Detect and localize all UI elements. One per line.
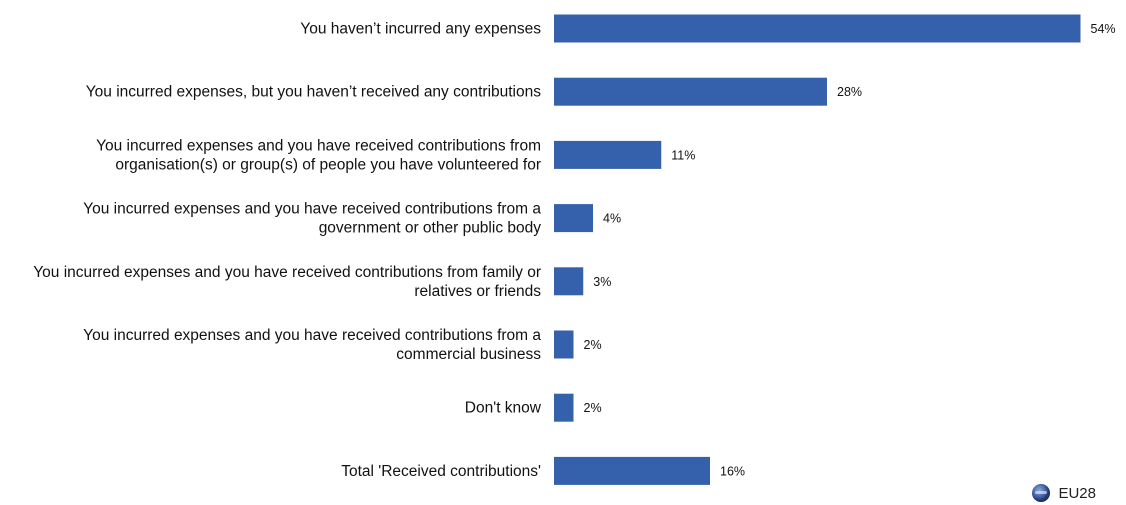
category-label-line: You incurred expenses and you have recei… <box>33 264 541 281</box>
data-label: 11% <box>671 148 695 162</box>
bar <box>554 14 1081 43</box>
data-label: 54% <box>1091 22 1116 36</box>
category-label: You incurred expenses and you have recei… <box>33 264 541 300</box>
bar <box>554 140 662 169</box>
bar <box>554 456 710 485</box>
data-label: 2% <box>584 401 602 415</box>
category-label: You haven’t incurred any expenses <box>300 21 541 38</box>
category-label-line: organisation(s) or group(s) of people yo… <box>115 156 541 173</box>
category-label-line: Don't know <box>465 400 542 417</box>
category-label: You incurred expenses and you have recei… <box>83 327 541 363</box>
bar <box>554 77 827 106</box>
category-label-line: You incurred expenses and you have recei… <box>83 201 541 218</box>
category-label-line: You haven’t incurred any expenses <box>300 21 541 38</box>
category-label-line: Total 'Received contributions' <box>341 463 541 480</box>
category-label-line: commercial business <box>396 346 541 363</box>
bar <box>554 393 574 422</box>
category-label: You incurred expenses and you have recei… <box>83 201 541 237</box>
category-label: You incurred expenses, but you haven’t r… <box>86 84 541 101</box>
bar <box>554 330 574 359</box>
data-label: 2% <box>584 338 602 352</box>
category-label-line: government or other public body <box>319 220 542 237</box>
legend: EU28 <box>1032 481 1096 505</box>
legend-label: EU28 <box>1058 484 1096 502</box>
category-label-line: You incurred expenses and you have recei… <box>96 137 541 154</box>
data-label: 28% <box>837 85 862 99</box>
category-label-line: You incurred expenses and you have recei… <box>83 327 541 344</box>
data-label: 3% <box>593 275 611 289</box>
bar <box>554 204 593 233</box>
category-label-line: relatives or friends <box>414 283 541 300</box>
category-label: You incurred expenses and you have recei… <box>96 137 541 173</box>
data-label: 16% <box>720 464 745 478</box>
eu-globe-icon <box>1032 484 1051 502</box>
data-label: 4% <box>603 212 621 226</box>
category-label: Don't know <box>465 400 542 417</box>
category-label-line: You incurred expenses, but you haven’t r… <box>86 84 541 101</box>
category-label: Total 'Received contributions' <box>341 463 541 480</box>
bar <box>554 267 584 296</box>
